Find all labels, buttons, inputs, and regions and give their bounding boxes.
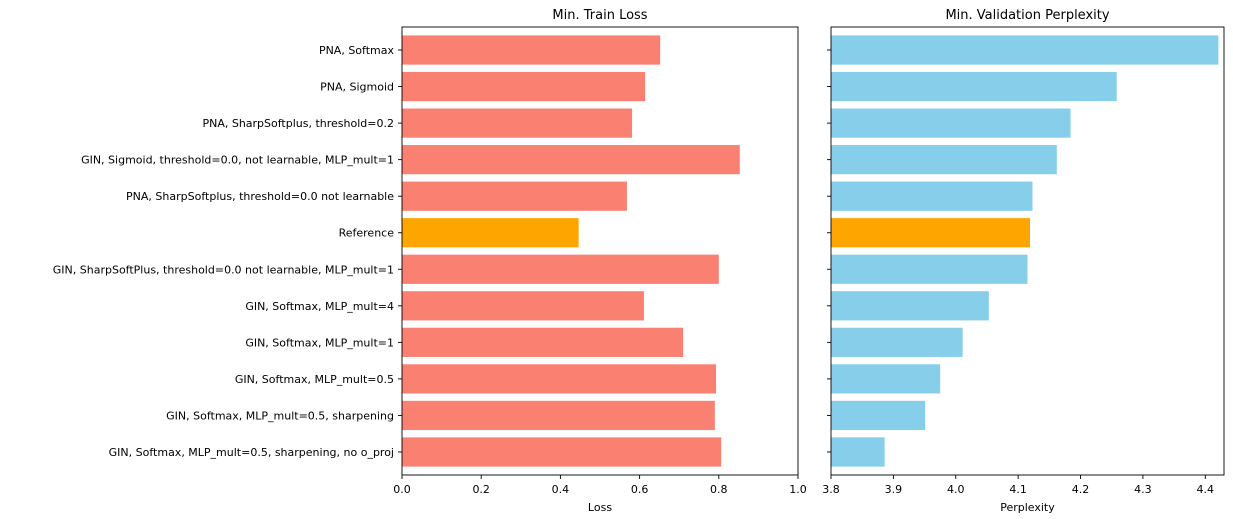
panel2-bar-10	[831, 364, 941, 394]
panel1-category-label-8: GIN, Softmax, MLP_mult=4	[245, 300, 394, 313]
panel1-xtick-label-3: 0.4	[552, 483, 570, 496]
panel1-bar-5	[402, 181, 627, 211]
panel2-bar-6	[831, 218, 1030, 248]
panel1-bar-3	[402, 108, 633, 138]
panel1-bar-2	[402, 71, 646, 102]
panel1-category-label-2: PNA, Sigmoid	[320, 81, 394, 94]
panel1-category-label-10: GIN, Softmax, MLP_mult=0.5	[235, 373, 394, 386]
panel2-xtick-label-4: 4.1	[1009, 483, 1027, 496]
panel2-bar-11	[831, 400, 926, 431]
panel2-xtick-label-7: 4.4	[1197, 483, 1215, 496]
panel1-category-label-12: GIN, Softmax, MLP_mult=0.5, sharpening, …	[109, 446, 394, 459]
panel1-bar-8	[402, 291, 644, 321]
panel2-xtick-label-5: 4.2	[1072, 483, 1090, 496]
panel2-title: Min. Validation Perplexity	[945, 8, 1109, 23]
panel1-xlabel: Loss	[588, 501, 612, 514]
panel1-bar-9	[402, 327, 684, 357]
panel2-bar-3	[831, 108, 1071, 138]
panel1-category-label-6: Reference	[339, 227, 395, 240]
panel2-bar-2	[831, 71, 1117, 102]
panel1-title: Min. Train Loss	[552, 8, 647, 23]
panel2-bar-5	[831, 181, 1033, 211]
panel1-xtick-label-2: 0.2	[472, 483, 490, 496]
panel2-axes-frame	[830, 26, 1225, 476]
panel1-category-label-4: GIN, Sigmoid, threshold=0.0, not learnab…	[81, 154, 394, 167]
panel2-xtick-label-2: 3.9	[885, 483, 903, 496]
panel2-xtick-label-3: 4.0	[947, 483, 965, 496]
panel1-category-label-11: GIN, Softmax, MLP_mult=0.5, sharpening	[166, 409, 394, 422]
panel2-xtick-label-1: 3.8	[822, 483, 840, 496]
panel2-bar-8	[831, 291, 989, 321]
panel2-xtick-label-6: 4.3	[1134, 483, 1152, 496]
panel2-xlabel: Perplexity	[1000, 501, 1055, 514]
panel1-category-label-3: PNA, SharpSoftplus, threshold=0.2	[202, 117, 394, 130]
panel2-bar-4	[831, 145, 1057, 175]
panel1-category-label-7: GIN, SharpSoftPlus, threshold=0.0 not le…	[53, 263, 394, 276]
panel1-xtick-label-1: 0.0	[393, 483, 411, 496]
panel1-bar-6	[402, 218, 579, 248]
panel1-bar-4	[402, 145, 740, 175]
panel1-category-label-1: PNA, Softmax	[319, 44, 395, 57]
panel1-bar-1	[402, 35, 661, 65]
panel1-bar-7	[402, 254, 719, 284]
panel1-axes-frame	[401, 26, 799, 476]
panel2-bar-7	[831, 254, 1028, 284]
panel1-category-label-9: GIN, Softmax, MLP_mult=1	[245, 336, 394, 349]
panel1-category-label-5: PNA, SharpSoftplus, threshold=0.0 not le…	[126, 190, 394, 203]
panel1-xtick-label-5: 0.8	[710, 483, 728, 496]
panel1-bar-12	[402, 437, 722, 467]
panel2-bar-9	[831, 327, 963, 357]
panel1-xtick-label-6: 1.0	[789, 483, 807, 496]
panel1-xtick-label-4: 0.6	[631, 483, 649, 496]
panel2-bar-12	[831, 437, 885, 467]
panel1-bar-11	[402, 400, 715, 431]
panel2-bar-1	[831, 35, 1219, 65]
panel1-bar-10	[402, 364, 717, 394]
